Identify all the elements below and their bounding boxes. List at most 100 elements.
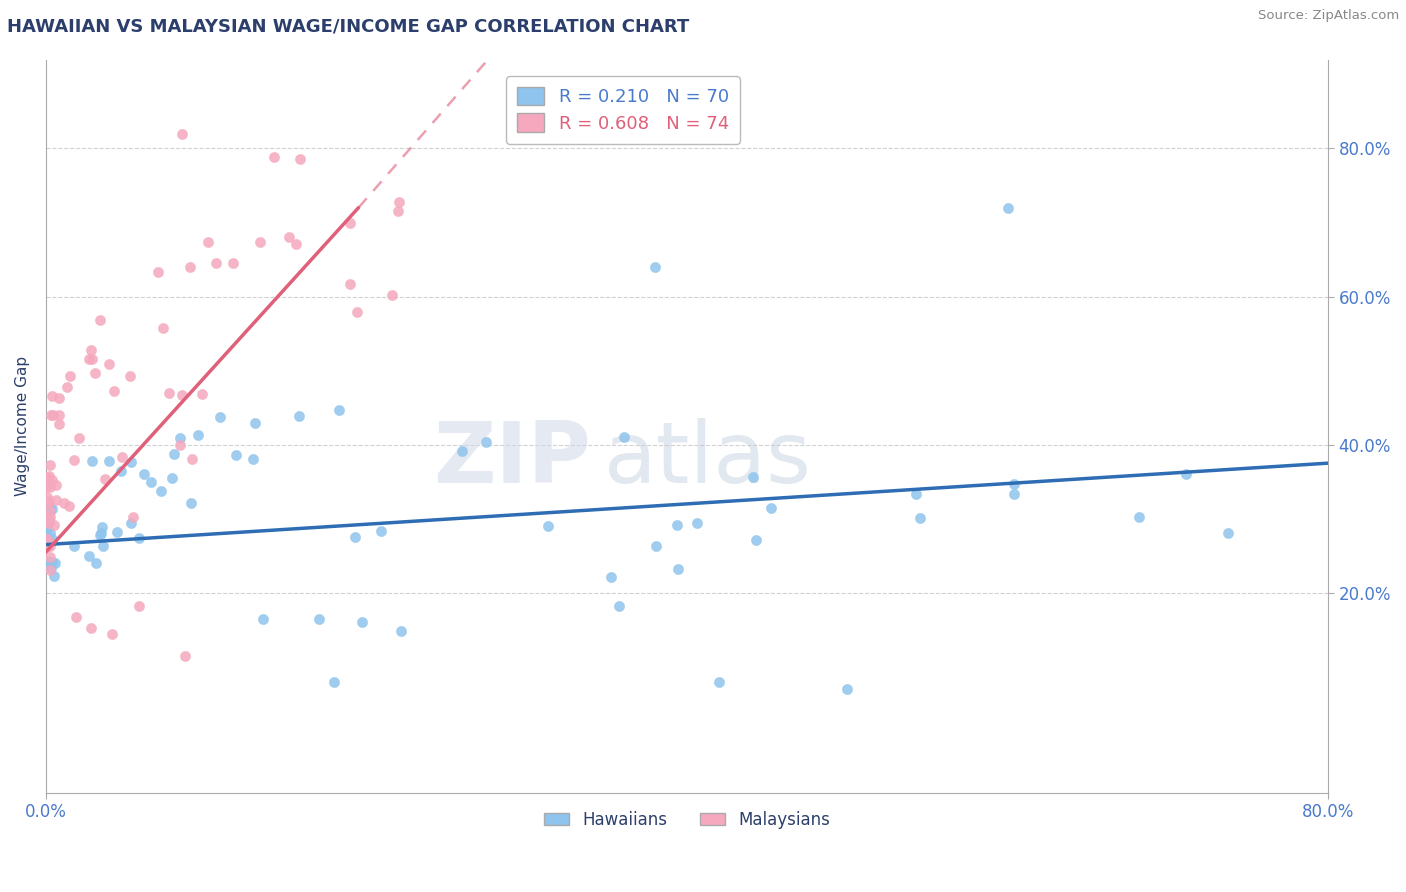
Point	[169, 438, 191, 452]
Point	[225, 448, 247, 462]
Point	[128, 599, 150, 613]
Point	[97, 357, 120, 371]
Text: ZIP: ZIP	[433, 417, 591, 500]
Point	[38, 469, 60, 483]
Point	[80, 343, 103, 357]
Point	[905, 486, 928, 500]
Point	[350, 615, 373, 630]
Point	[163, 447, 186, 461]
Point	[91, 539, 114, 553]
Point	[160, 471, 183, 485]
Point	[35, 512, 58, 526]
Point	[89, 313, 111, 327]
Point	[39, 458, 62, 473]
Point	[84, 556, 107, 570]
Point	[339, 215, 361, 229]
Point	[1002, 486, 1025, 500]
Point	[139, 475, 162, 489]
Point	[450, 444, 472, 458]
Point	[666, 517, 689, 532]
Point	[387, 195, 409, 210]
Point	[35, 480, 58, 494]
Point	[152, 321, 174, 335]
Point	[39, 504, 62, 518]
Point	[204, 256, 226, 270]
Point	[1174, 467, 1197, 481]
Point	[134, 467, 156, 481]
Point	[169, 431, 191, 445]
Point	[1216, 526, 1239, 541]
Point	[39, 503, 62, 517]
Point	[180, 496, 202, 510]
Point	[157, 385, 180, 400]
Point	[41, 473, 63, 487]
Point	[187, 427, 209, 442]
Point	[45, 493, 67, 508]
Point	[79, 621, 101, 635]
Point	[197, 235, 219, 249]
Point	[35, 514, 58, 528]
Point	[759, 501, 782, 516]
Point	[37, 536, 59, 550]
Point	[101, 627, 124, 641]
Point	[38, 537, 60, 551]
Point	[97, 454, 120, 468]
Point	[174, 649, 197, 664]
Point	[599, 569, 621, 583]
Point	[42, 569, 65, 583]
Point	[288, 152, 311, 166]
Point	[1002, 476, 1025, 491]
Point	[172, 127, 194, 141]
Point	[387, 204, 409, 219]
Point	[53, 496, 76, 510]
Point	[222, 256, 245, 270]
Point	[381, 287, 404, 301]
Point	[288, 409, 311, 423]
Point	[39, 526, 62, 541]
Point	[190, 387, 212, 401]
Point	[37, 496, 59, 510]
Point	[41, 389, 63, 403]
Point	[38, 516, 60, 530]
Point	[328, 403, 350, 417]
Point	[41, 532, 63, 546]
Point	[323, 674, 346, 689]
Point	[252, 612, 274, 626]
Point	[344, 530, 367, 544]
Point	[39, 563, 62, 577]
Point	[38, 512, 60, 526]
Point	[58, 499, 80, 513]
Point	[38, 549, 60, 564]
Legend: Hawaiians, Malaysians: Hawaiians, Malaysians	[537, 805, 837, 836]
Point	[37, 530, 59, 544]
Point	[103, 384, 125, 398]
Point	[278, 230, 301, 244]
Point	[122, 510, 145, 524]
Point	[120, 455, 142, 469]
Point	[120, 516, 142, 531]
Point	[613, 430, 636, 444]
Point	[41, 408, 63, 422]
Point	[59, 369, 82, 384]
Point	[837, 681, 859, 696]
Point	[38, 539, 60, 553]
Point	[208, 409, 231, 424]
Point	[308, 612, 330, 626]
Point	[48, 417, 70, 431]
Point	[339, 277, 361, 291]
Point	[686, 516, 709, 530]
Point	[111, 450, 134, 464]
Point	[38, 493, 60, 508]
Text: atlas: atlas	[603, 417, 811, 500]
Point	[249, 235, 271, 249]
Point	[1128, 510, 1150, 524]
Point	[77, 351, 100, 366]
Point	[150, 483, 173, 498]
Point	[37, 534, 59, 549]
Point	[48, 391, 70, 405]
Point	[80, 454, 103, 468]
Point	[607, 599, 630, 613]
Point	[105, 525, 128, 540]
Point	[38, 479, 60, 493]
Point	[63, 453, 86, 467]
